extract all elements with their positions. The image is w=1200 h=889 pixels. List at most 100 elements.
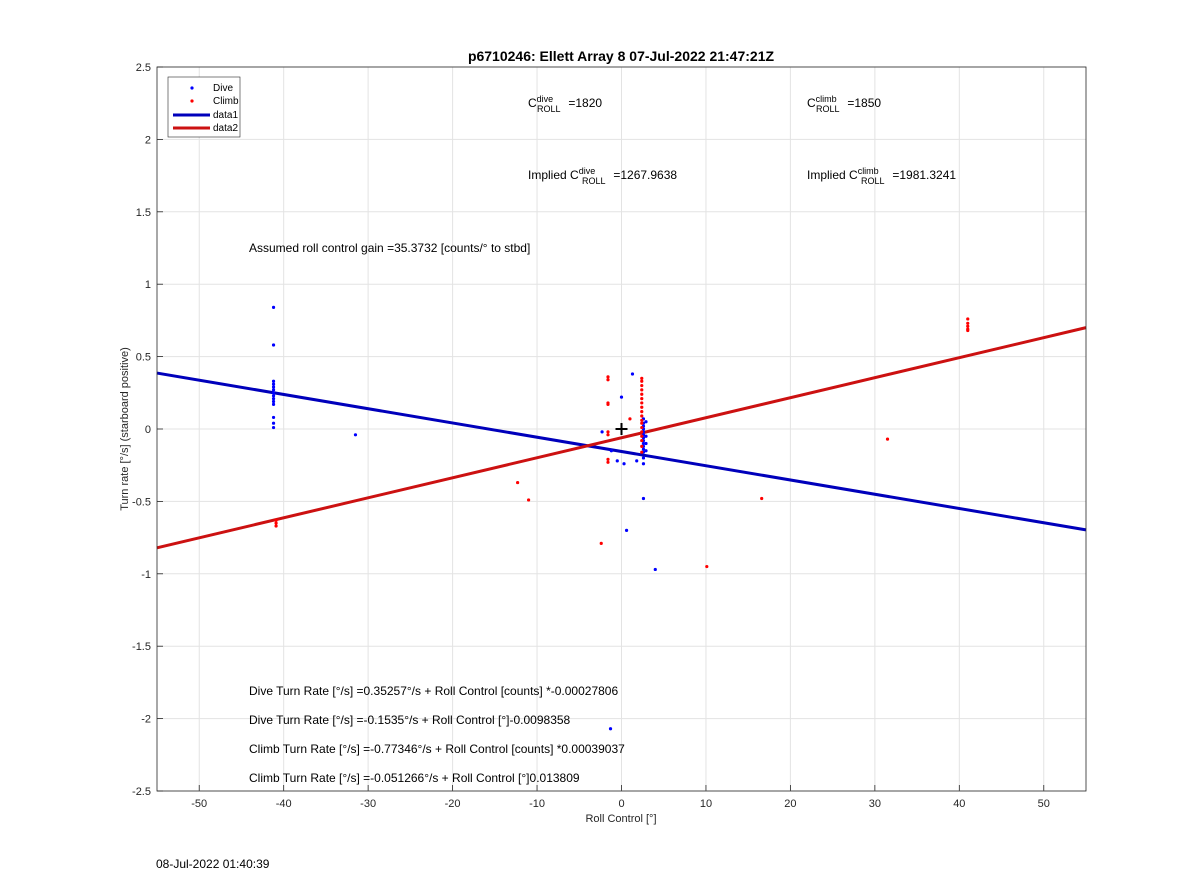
dive-point: [619, 395, 624, 399]
climb-point: [640, 434, 644, 438]
x-tick-label: -50: [191, 798, 207, 810]
climb-point: [640, 414, 644, 418]
annotations: Cdive ROLL =1820 Cclimb ROLL =1850 Implied…: [249, 94, 956, 785]
dive-point: [653, 567, 657, 572]
climb-point: [640, 396, 644, 401]
dive-point: [608, 727, 613, 731]
climb-point: [640, 430, 644, 434]
climb-point: [640, 405, 644, 409]
tick-labels: -50 -40 -30 -20 -10 0 10 20 30 40 50-2.5-2-1.5-1-0…: [132, 62, 1050, 810]
c-climb-roll: Cclimb ROLL =1850: [807, 94, 881, 114]
c-climb-sub: ROLL: [816, 104, 840, 114]
climb-point: [606, 402, 610, 406]
dive-point: [271, 421, 276, 425]
dive-point: [641, 496, 646, 501]
legend-dive-label: Dive: [213, 83, 233, 94]
climb-point: [527, 498, 531, 502]
climb-point: [516, 480, 520, 485]
climb-point: [640, 418, 644, 422]
dive-point: [600, 430, 604, 434]
legend-data1-label: data1: [213, 110, 238, 121]
climb-point: [628, 417, 632, 421]
climb-point: [966, 321, 970, 325]
dive-point: [644, 441, 648, 446]
y-tick-label: 1: [145, 279, 151, 291]
dive-point: [271, 305, 276, 309]
climb-point: [640, 379, 644, 383]
climb-point: [885, 437, 890, 441]
dive-point: [271, 379, 276, 383]
legend-climb-label: Climb: [213, 96, 239, 107]
climb-point: [640, 450, 644, 454]
legend: Dive Climb data1 data2: [167, 76, 241, 138]
climb-point: [640, 444, 644, 448]
climb-point: [606, 457, 610, 462]
implied-climb-sup: climb: [858, 166, 879, 176]
x-tick-label: -20: [445, 798, 461, 810]
climb-point: [640, 392, 644, 396]
dive-equation-counts: Dive Turn Rate [°/s] =0.35257°/s + Roll …: [249, 684, 618, 698]
climb-point: [606, 460, 610, 464]
dive-point: [271, 396, 276, 401]
chart-title: p6710246: Ellett Array 8 07-Jul-2022 21:…: [468, 48, 775, 64]
y-tick-label: -1.5: [132, 641, 151, 653]
dive-point: [644, 434, 648, 438]
c-dive-base: C: [528, 96, 537, 110]
climb-point: [606, 375, 610, 379]
footer-timestamp: 08-Jul-2022 01:40:39: [156, 857, 270, 871]
legend-data2-label: data2: [213, 123, 238, 134]
y-tick-label: 2: [145, 134, 151, 146]
climb-point: [274, 518, 278, 522]
c-climb-base: C: [807, 96, 816, 110]
roll-gain-annotation: Assumed roll control gain =35.3732 [coun…: [249, 241, 530, 255]
x-tick-label: 30: [869, 798, 881, 810]
implied-dive-value: =1267.9638: [610, 168, 677, 182]
series-layer: [156, 305, 1087, 731]
plot-frame: [156, 66, 1087, 792]
x-tick-label: 50: [1038, 798, 1050, 810]
implied-climb-sub: ROLL: [861, 176, 885, 186]
implied-dive-prefix: Implied C: [528, 168, 579, 182]
c-dive-value: =1820: [565, 96, 602, 110]
c-dive-sub: ROLL: [537, 104, 561, 114]
climb-point: [640, 438, 644, 443]
y-axis-label: Turn rate [°/s] (starboard positive): [119, 347, 131, 511]
dive-point: [624, 528, 629, 532]
x-axis-label: Roll Control [°]: [585, 813, 656, 825]
climb-point: [760, 496, 764, 501]
implied-c-dive-roll: Implied Cdive ROLL =1267.9638: [528, 166, 677, 186]
x-tick-label: 40: [953, 798, 965, 810]
dive-point: [641, 456, 646, 460]
implied-dive-sub: ROLL: [582, 176, 606, 186]
climb-point: [640, 388, 644, 392]
climb-point: [966, 317, 970, 321]
dive-point: [271, 343, 276, 347]
x-tick-label: 10: [700, 798, 712, 810]
climb-point: [966, 328, 970, 333]
x-tick-label: 0: [618, 798, 624, 810]
dive-point: [271, 402, 276, 406]
dive-point: [641, 447, 646, 451]
climb-point: [705, 564, 709, 569]
x-tick-label: 20: [784, 798, 796, 810]
y-tick-label: 0.5: [136, 352, 151, 364]
x-tick-label: -10: [529, 798, 545, 810]
implied-dive-sup: dive: [579, 166, 596, 176]
c-climb-sup: climb: [816, 94, 837, 104]
legend-dive-marker: [190, 86, 194, 90]
dive-point: [271, 415, 276, 420]
climb-equation-degrees: Climb Turn Rate [°/s] =-0.051266°/s + Ro…: [249, 771, 580, 785]
dive-point: [609, 449, 613, 453]
dive-point: [635, 459, 639, 463]
y-tick-label: 2.5: [136, 62, 151, 74]
c-climb-value: =1850: [844, 96, 881, 110]
y-tick-label: -2: [141, 714, 151, 726]
dive-point: [622, 462, 626, 466]
climb-point: [599, 541, 603, 545]
dive-point: [271, 388, 276, 392]
dive-point: [271, 385, 276, 389]
data2-fit-line: [156, 326, 1087, 550]
implied-climb-prefix: Implied C: [807, 168, 858, 182]
dive-point: [271, 391, 276, 395]
